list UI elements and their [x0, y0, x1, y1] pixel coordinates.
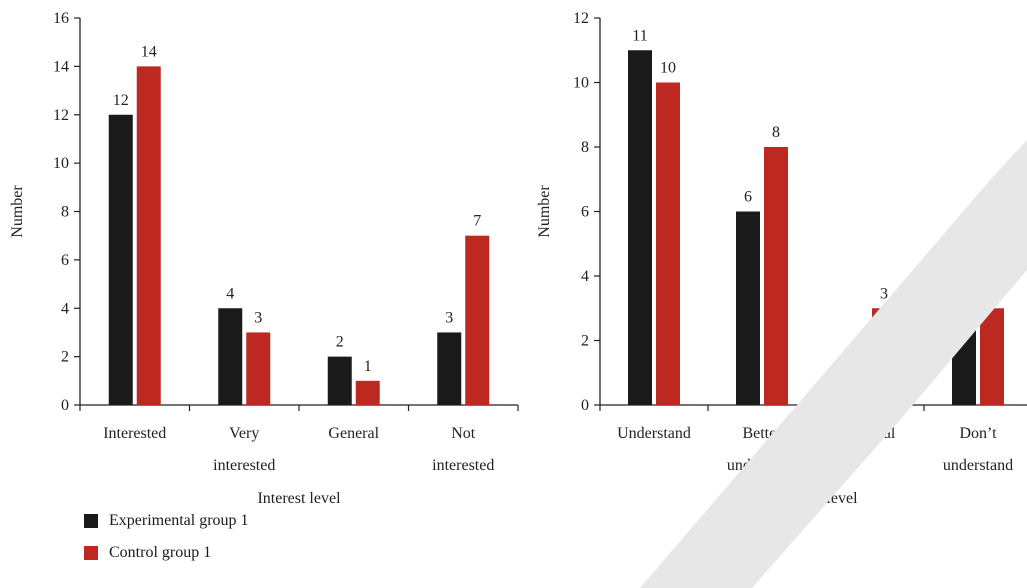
- legend-item-experimental: Experimental group 1: [84, 505, 249, 537]
- data-label: 11: [632, 27, 647, 44]
- y-tick-label: 4: [61, 300, 69, 317]
- x-axis-label: Interest level: [257, 490, 341, 507]
- data-label: 3: [988, 285, 996, 302]
- chart-interest-level: 0246810121416NumberInterested1214Veryint…: [9, 10, 519, 507]
- data-label: 2: [336, 334, 344, 351]
- y-tick-label: 2: [61, 349, 69, 366]
- legend: Experimental group 1 Control group 1: [84, 505, 249, 569]
- bar-experimental: [736, 211, 760, 405]
- legend-item-control: Control group 1: [84, 537, 249, 569]
- legend-label-experimental: Experimental group 1: [109, 512, 249, 529]
- bar-experimental: [952, 308, 976, 405]
- y-tick-label: 8: [581, 139, 589, 156]
- bar-control: [980, 308, 1004, 405]
- x-tick-label: understand: [943, 457, 1013, 474]
- x-axis-label: Interest level: [774, 490, 858, 507]
- y-tick-label: 16: [53, 10, 69, 27]
- data-label: 7: [473, 213, 481, 230]
- data-label: 1: [364, 358, 372, 375]
- bar-control: [465, 235, 490, 405]
- bar-experimental: [218, 308, 243, 405]
- bar-experimental: [108, 114, 133, 405]
- y-tick-label: 14: [53, 58, 69, 75]
- data-label: 3: [960, 285, 968, 302]
- data-label: 8: [772, 124, 780, 141]
- legend-swatch-experimental: [84, 514, 98, 528]
- data-label: 14: [141, 43, 157, 60]
- data-label: 4: [226, 285, 234, 302]
- y-tick-label: 12: [53, 107, 69, 124]
- bar-experimental: [844, 372, 868, 405]
- x-tick-label: interested: [432, 457, 494, 474]
- y-tick-label: 10: [573, 75, 589, 92]
- x-tick-label: Not: [451, 425, 476, 442]
- bar-control: [355, 380, 380, 405]
- y-axis-label: Number: [536, 185, 553, 238]
- x-tick-label: Don’t: [959, 425, 997, 442]
- y-tick-label: 4: [581, 268, 589, 285]
- x-tick-label: Better: [742, 425, 782, 442]
- x-tick-label: understand: [727, 457, 797, 474]
- bar-control: [136, 66, 161, 405]
- y-tick-label: 6: [61, 252, 69, 269]
- y-tick-label: 2: [581, 333, 589, 350]
- data-label: 3: [254, 309, 262, 326]
- y-tick-label: 10: [53, 155, 69, 172]
- x-tick-label: Understand: [617, 425, 691, 442]
- bar-control: [872, 308, 896, 405]
- data-label: 3: [880, 285, 888, 302]
- data-label: 3: [445, 309, 453, 326]
- data-label: 6: [744, 189, 752, 206]
- x-tick-label: General: [328, 425, 379, 442]
- bar-control: [246, 332, 271, 405]
- y-axis-label: Number: [9, 185, 26, 238]
- y-tick-label: 12: [573, 10, 589, 27]
- legend-label-control: Control group 1: [109, 544, 212, 561]
- bar-experimental: [628, 50, 652, 405]
- bar-control: [764, 147, 788, 405]
- bar-experimental: [437, 332, 462, 405]
- data-label: 10: [660, 60, 676, 77]
- x-tick-label: General: [845, 425, 896, 442]
- y-tick-label: 8: [61, 204, 69, 221]
- y-tick-label: 0: [61, 397, 69, 414]
- bar-experimental: [327, 356, 352, 405]
- chart-understanding-level: 0 2 4 6 8 10 12 Number Understand 11 10 Better under…: [536, 10, 1027, 507]
- x-tick-label: interested: [213, 457, 275, 474]
- legend-swatch-control: [84, 546, 98, 560]
- data-label: 12: [113, 92, 129, 109]
- data-label: 1: [852, 350, 860, 367]
- bar-control: [656, 82, 680, 405]
- y-tick-label: 0: [581, 397, 589, 414]
- x-tick-label: Interested: [103, 425, 166, 442]
- y-tick-label: 6: [581, 204, 589, 221]
- x-tick-label: Very: [229, 425, 259, 442]
